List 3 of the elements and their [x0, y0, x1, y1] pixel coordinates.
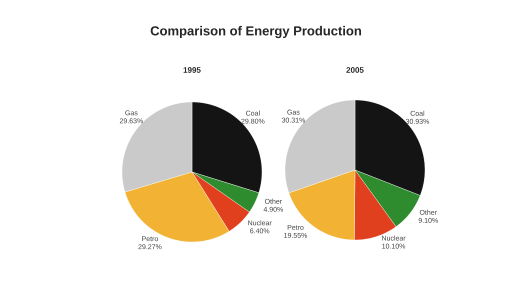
- chart-subtitle: 1995: [184, 67, 201, 73]
- chart-subtitle: 2005: [346, 67, 364, 73]
- chart-title: Comparison of Energy Production: [150, 26, 362, 38]
